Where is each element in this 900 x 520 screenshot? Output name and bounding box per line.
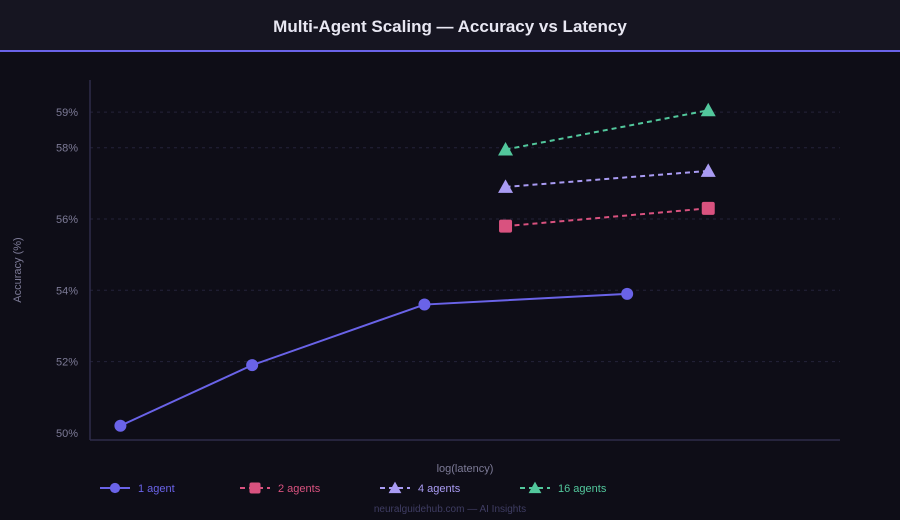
series-2-agents <box>499 201 715 233</box>
series-line-2-agents <box>505 207 709 228</box>
legend-label-2-agents: 2 agents <box>278 483 321 495</box>
y-tick-label: 54% <box>56 285 78 297</box>
series-layer <box>114 102 716 432</box>
legend: 1 agent 2 agents 4 agents 16 agents <box>100 481 607 495</box>
data-point-16-agents <box>498 142 514 156</box>
axes <box>89 80 840 441</box>
y-axis-label: Accuracy (%) <box>12 237 24 302</box>
data-point-1-agent <box>621 287 634 300</box>
y-tick-label: 50% <box>56 428 78 440</box>
y-tick-label: 59% <box>56 107 78 119</box>
legend-marker-1-agent <box>109 482 121 494</box>
data-point-2-agents <box>701 201 715 215</box>
legend-marker-4-agents <box>388 481 402 494</box>
legend-label-1-agent: 1 agent <box>138 483 175 495</box>
series-line-4-agents <box>505 169 709 188</box>
y-tick-label: 58% <box>56 143 78 155</box>
data-point-16-agents <box>700 102 716 117</box>
x-axis-label: log(latency) <box>437 463 494 475</box>
footer-credit: neuralguidehub.com — AI Insights <box>374 504 526 515</box>
data-point-1-agent <box>114 419 127 432</box>
series-16-agents <box>498 102 716 156</box>
legend-item-4-agents: 4 agents <box>380 481 461 495</box>
data-point-4-agents <box>700 163 716 177</box>
legend-label-4-agents: 4 agents <box>418 483 461 495</box>
header-bar <box>0 0 900 52</box>
series-line-16-agents <box>505 109 709 151</box>
y-tick-label: 56% <box>56 214 78 226</box>
data-point-1-agent <box>246 359 259 372</box>
series-4-agents <box>498 163 716 193</box>
series-1-agent <box>114 287 634 432</box>
data-point-4-agents <box>498 179 514 193</box>
series-line-1-agent <box>119 292 628 427</box>
legend-item-2-agents: 2 agents <box>240 482 321 495</box>
legend-item-1-agent: 1 agent <box>100 482 175 495</box>
legend-marker-2-agents <box>249 482 261 494</box>
y-tick-label: 52% <box>56 357 78 369</box>
legend-marker-16-agents <box>528 481 542 494</box>
legend-label-16-agents: 16 agents <box>558 483 607 495</box>
legend-item-16-agents: 16 agents <box>520 481 607 495</box>
y-tick-labels: 50% 52% 54% 56% 58% 59% <box>56 107 78 440</box>
grid-lines <box>90 111 840 363</box>
chart-title: Multi-Agent Scaling — Accuracy vs Latenc… <box>273 17 627 36</box>
data-point-1-agent <box>418 298 431 311</box>
data-point-2-agents <box>499 219 513 233</box>
